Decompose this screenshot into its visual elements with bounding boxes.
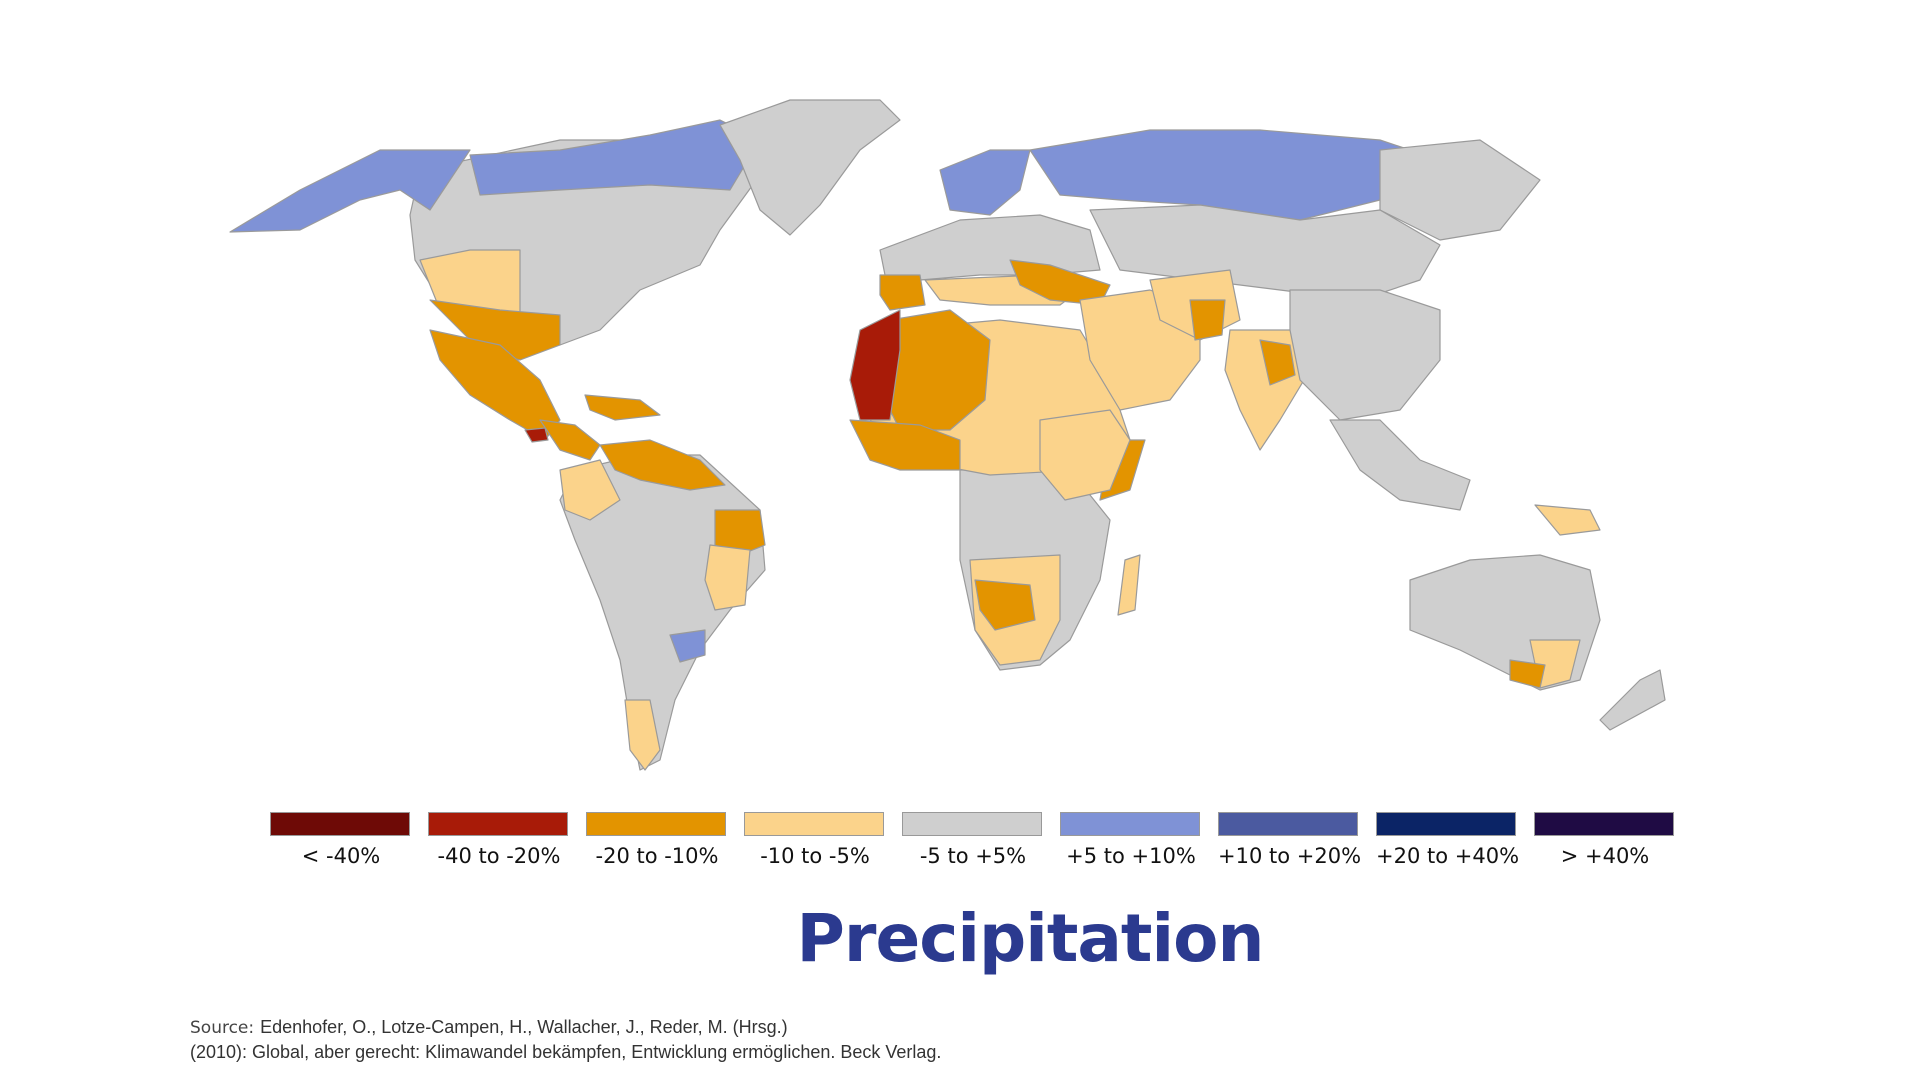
legend-label: -20 to -10% [595, 844, 719, 868]
region-russia [1029, 129, 1441, 221]
legend-label: +5 to +10% [1066, 844, 1196, 868]
region-morocco-mauritania [849, 309, 901, 421]
legend-swatch [744, 812, 884, 836]
region-alaska [229, 149, 471, 233]
legend-item: +20 to +40% [1376, 812, 1520, 868]
region-patagonia [624, 699, 661, 771]
legend-item: +5 to +10% [1060, 812, 1202, 868]
source-line-1: Edenhofer, O., Lotze-Campen, H., Wallach… [260, 1017, 788, 1037]
legend-label: -10 to -5% [760, 844, 870, 868]
region-south-america [559, 454, 766, 771]
region-png [1534, 504, 1601, 536]
region-se-asia [1329, 419, 1471, 511]
region-scandinavia [939, 149, 1031, 216]
region-ne-brazil [714, 509, 766, 556]
legend-swatch [270, 812, 410, 836]
legend-item: -40 to -20% [428, 812, 570, 868]
source-citation: Source: Edenhofer, O., Lotze-Campen, H., … [190, 1015, 941, 1064]
legend-label: -40 to -20% [437, 844, 561, 868]
region-e-brazil [704, 544, 751, 611]
legend-item: -10 to -5% [744, 812, 886, 868]
region-caribbean [584, 394, 661, 421]
legend-label: +10 to +20% [1218, 844, 1362, 868]
legend-swatch [1218, 812, 1358, 836]
legend-swatch [1060, 812, 1200, 836]
legend-item: -5 to +5% [902, 812, 1044, 868]
region-iberia [879, 274, 926, 311]
region-victoria [1509, 659, 1546, 689]
region-ethiopia-sudan [1039, 409, 1131, 501]
legend-swatch [586, 812, 726, 836]
region-madagascar [1117, 554, 1141, 616]
region-venezuela-guyana [599, 439, 726, 491]
legend-item: < -40% [270, 812, 412, 868]
world-precipitation-map [229, 99, 1666, 771]
legend-label: +20 to +40% [1376, 844, 1520, 868]
legend-swatch [1376, 812, 1516, 836]
region-w-sahel [849, 419, 961, 471]
map-title: Precipitation [796, 900, 1265, 977]
region-india-center [1259, 339, 1296, 386]
legend-swatch [1534, 812, 1674, 836]
region-s-brazil [669, 629, 706, 663]
region-central-america-red [524, 427, 549, 443]
source-line-2: (2010): Global, aber gerecht: Klimawande… [190, 1042, 942, 1062]
region-central-asia [1089, 204, 1441, 301]
region-central-america [539, 419, 601, 461]
legend-label: -5 to +5% [919, 844, 1027, 868]
legend-swatch [428, 812, 568, 836]
region-canada-north [469, 119, 761, 196]
legend-item: -20 to -10% [586, 812, 728, 868]
region-china-sea [1289, 289, 1441, 421]
legend-item: +10 to +20% [1218, 812, 1362, 868]
source-label: Source: [190, 1018, 255, 1038]
legend-label: < -40% [301, 844, 381, 868]
region-greenland [719, 99, 901, 236]
legend-swatch [902, 812, 1042, 836]
legend: < -40% -40 to -20% -20 to -10% -10 to -5% -5… [270, 812, 1690, 882]
region-colombia-ecuador [559, 459, 621, 521]
region-namibia-botswana [974, 579, 1036, 631]
legend-item: > +40% [1534, 812, 1676, 868]
legend-label: > +40% [1560, 844, 1650, 868]
region-new-zealand [1599, 669, 1666, 731]
region-afghanistan [1189, 299, 1226, 341]
